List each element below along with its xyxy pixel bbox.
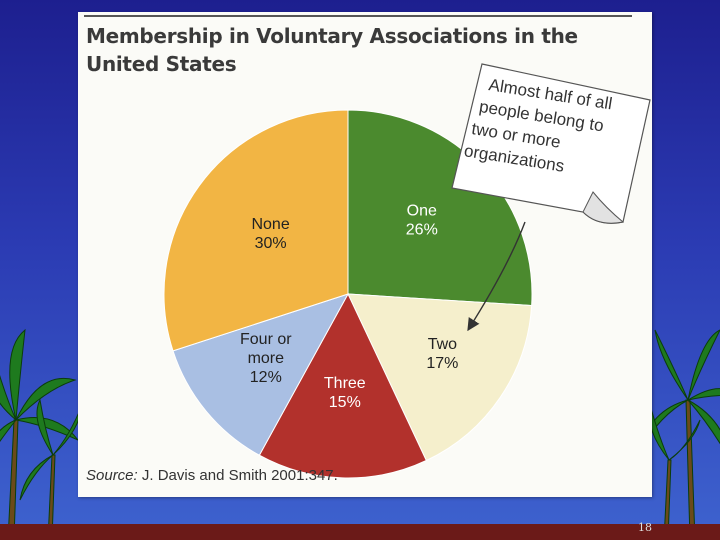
pie-slice-none bbox=[163, 109, 349, 352]
callout-curl bbox=[582, 191, 625, 224]
callout-note: Almost half of all people belong to two … bbox=[451, 63, 651, 332]
footer-bar bbox=[0, 524, 720, 540]
title-rule bbox=[84, 15, 632, 17]
page-number: 18 bbox=[638, 521, 652, 534]
figure-card: Membership in Voluntary Associations in … bbox=[78, 12, 652, 497]
slice-label-none: None 30% bbox=[251, 216, 289, 252]
pie-slice-three bbox=[258, 292, 428, 479]
source-citation: Source: J. Davis and Smith 2001:347. bbox=[86, 467, 338, 484]
pie-slices bbox=[163, 109, 533, 479]
slice-value: 17% bbox=[426, 355, 458, 372]
pie-chart: One 26% Two 17% Three 15% Four or more 12% None 30… bbox=[163, 63, 651, 479]
slice-label-three: Three 15% bbox=[324, 375, 366, 411]
callout-arrow bbox=[467, 221, 526, 332]
slice-value: 26% bbox=[406, 222, 438, 239]
chart-title: Membership in Voluntary Associations in … bbox=[86, 24, 578, 76]
source-text: J. Davis and Smith 2001:347. bbox=[137, 467, 338, 484]
slice-value: 15% bbox=[329, 394, 361, 411]
pie-slice-four-or-more bbox=[172, 293, 350, 456]
slice-value: 12% bbox=[250, 369, 282, 386]
palm-tree-right-icon bbox=[639, 329, 720, 540]
slice-value: 30% bbox=[255, 235, 287, 252]
pie-slice-two bbox=[347, 293, 533, 462]
source-label: Source: bbox=[86, 467, 138, 484]
pie-labels: One 26% Two 17% Three 15% Four or more 12% None 30… bbox=[240, 203, 458, 411]
slice-name: Four or bbox=[240, 331, 292, 348]
callout-text: Almost half of all people belong to two … bbox=[463, 73, 618, 182]
slice-label-four-or-more: Four or more 12% bbox=[240, 331, 292, 386]
slice-name: more bbox=[248, 350, 285, 367]
slice-name: Two bbox=[428, 336, 457, 353]
slice-label-one: One 26% bbox=[406, 203, 438, 239]
palm-tree-left-icon bbox=[0, 328, 83, 540]
slice-label-two: Two 17% bbox=[426, 336, 458, 372]
slice-name: Three bbox=[324, 375, 366, 392]
slice-name: None bbox=[251, 216, 289, 233]
slice-name: One bbox=[407, 203, 437, 220]
